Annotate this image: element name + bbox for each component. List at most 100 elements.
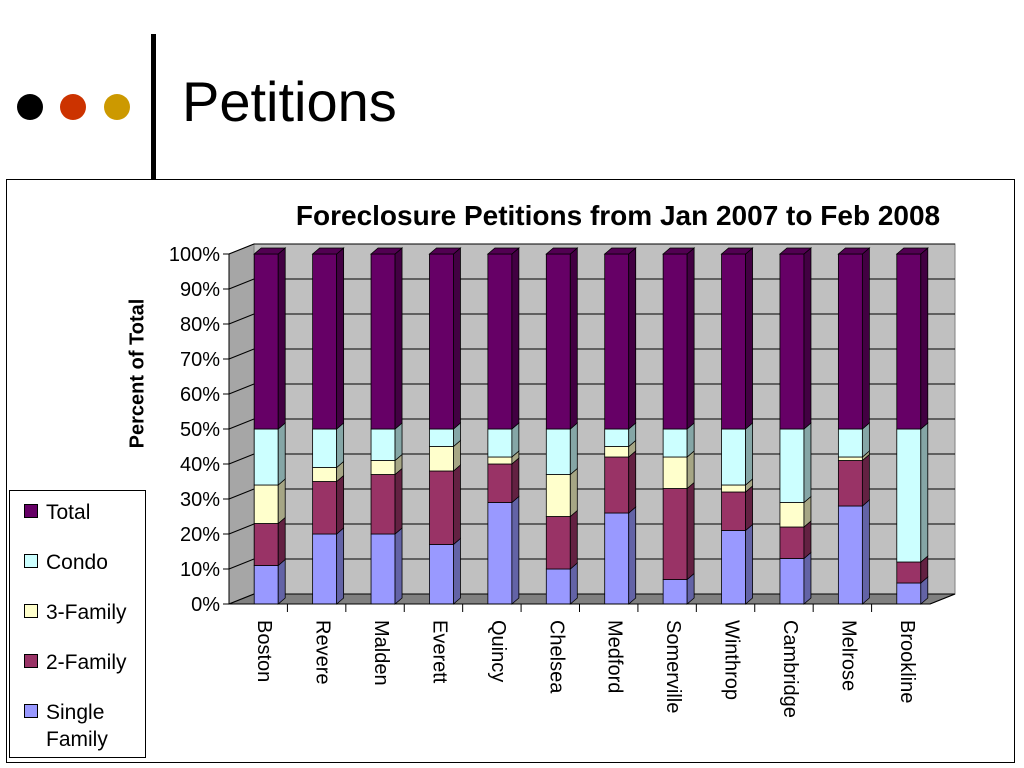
- bar-side-single-family: [511, 495, 520, 605]
- y-tick-label: 70%: [180, 349, 220, 371]
- x-tick-label: Brookline: [896, 620, 918, 703]
- y-tick-label: 60%: [180, 384, 220, 406]
- bar-side-single-family: [277, 558, 286, 605]
- gold-dot-icon: [104, 94, 130, 120]
- bar-2-family: [545, 516, 571, 570]
- bar-top: [311, 247, 345, 255]
- bar-3-family: [721, 484, 746, 493]
- bar-side-condo: [920, 422, 929, 563]
- legend-item-single-family: Single Family: [24, 699, 146, 753]
- y-tick-label: 50%: [180, 419, 220, 441]
- bar-top: [778, 247, 813, 255]
- gridline-side: [228, 313, 255, 325]
- bar-single-family: [370, 533, 396, 605]
- bar-side-single-family: [394, 527, 403, 605]
- x-tick-label: Malden: [370, 620, 392, 686]
- bar-condo: [545, 428, 571, 475]
- bar-3-family: [429, 446, 454, 472]
- gridline-side: [228, 383, 255, 395]
- bar-3-family: [837, 456, 863, 461]
- bar-top: [662, 247, 696, 255]
- bar-total: [896, 253, 922, 430]
- bar-side-total: [920, 247, 929, 430]
- bar-side-single-family: [803, 551, 812, 605]
- x-tick-label: Chelsea: [545, 620, 567, 694]
- floor-edge: [929, 593, 956, 605]
- bar-3-family: [312, 467, 338, 482]
- x-tick-label: Everett: [428, 620, 450, 684]
- gridline-side: [228, 418, 255, 430]
- bar-condo: [721, 428, 746, 486]
- bar-single-family: [312, 533, 338, 605]
- legend-label-total: Total: [46, 501, 91, 524]
- bar-2-family: [370, 474, 396, 535]
- bar-side-2-family: [394, 467, 403, 535]
- bar-3-family: [253, 484, 279, 524]
- bar-2-family: [429, 470, 454, 545]
- bar-top: [486, 247, 520, 255]
- chart-frame: [6, 179, 1015, 763]
- legend-label-single-family: Single Family: [46, 701, 108, 751]
- bar-3-family: [662, 456, 688, 489]
- y-tick-label: 0%: [191, 594, 220, 616]
- bar-side-single-family: [569, 562, 578, 605]
- legend-swatch-single-family: [24, 704, 38, 718]
- bar-top: [720, 247, 754, 255]
- bar-2-family: [253, 523, 279, 566]
- bar-2-family: [487, 463, 513, 503]
- bar-side-3-family: [569, 467, 578, 518]
- bar-total: [721, 253, 746, 430]
- gridline-side: [228, 593, 255, 605]
- bar-3-family: [487, 456, 513, 465]
- bar-side-total: [628, 247, 637, 430]
- bar-side-2-family: [745, 485, 753, 532]
- bar-total: [487, 253, 513, 430]
- bar-single-family: [896, 582, 922, 605]
- bar-side-total: [803, 247, 812, 430]
- y-tick-label: 40%: [180, 454, 220, 476]
- title-divider: [151, 34, 156, 180]
- legend-label-condo: Condo: [46, 551, 108, 574]
- bar-2-family: [837, 460, 863, 507]
- legend-item-total: Total: [24, 499, 146, 526]
- bar-3-family: [604, 446, 630, 458]
- legend-swatch-3-family: [24, 604, 38, 618]
- bar-total: [253, 253, 279, 430]
- legend-label-3-family: 3-Family: [46, 601, 127, 624]
- bar-side-single-family: [628, 506, 637, 605]
- y-tick-label: 100%: [169, 244, 220, 266]
- bar-condo: [779, 428, 805, 503]
- bar-condo: [662, 428, 688, 458]
- slide-title: Petitions: [182, 70, 397, 133]
- chart-legend: Total Condo 3-Family 2-Family Single Fam…: [9, 490, 146, 758]
- chart-title: Foreclosure Petitions from Jan 2007 to F…: [295, 200, 941, 231]
- bar-total: [604, 253, 630, 430]
- gridline-side: [228, 453, 255, 465]
- bar-2-family: [662, 488, 688, 580]
- black-dot-icon: [17, 94, 43, 120]
- bar-side-total: [394, 247, 403, 430]
- red-dot-icon: [60, 94, 86, 120]
- bar-side-condo: [803, 422, 812, 504]
- y-axis-label: Percent of Total: [126, 298, 149, 449]
- bar-condo: [429, 428, 454, 447]
- legend-swatch-condo: [24, 554, 38, 568]
- y-tick-label: 30%: [180, 489, 220, 511]
- x-tick-label: Cambridge: [779, 620, 801, 718]
- bar-3-family: [545, 474, 571, 517]
- gridline-side: [228, 488, 255, 500]
- legend-label-2-family: 2-Family: [46, 651, 127, 674]
- bar-top: [603, 247, 637, 255]
- bar-side-single-family: [336, 527, 345, 605]
- legend-item-condo: Condo: [24, 549, 146, 576]
- bar-top: [428, 247, 462, 255]
- bar-side-2-family: [511, 457, 520, 504]
- legend-swatch-total: [24, 504, 38, 518]
- bar-side-total: [569, 247, 578, 430]
- bar-single-family: [604, 512, 630, 605]
- gridline-side: [228, 278, 255, 290]
- bar-side-condo: [277, 422, 286, 486]
- bar-total: [312, 253, 338, 430]
- gridline-side: [228, 348, 255, 360]
- bar-side-total: [686, 247, 695, 430]
